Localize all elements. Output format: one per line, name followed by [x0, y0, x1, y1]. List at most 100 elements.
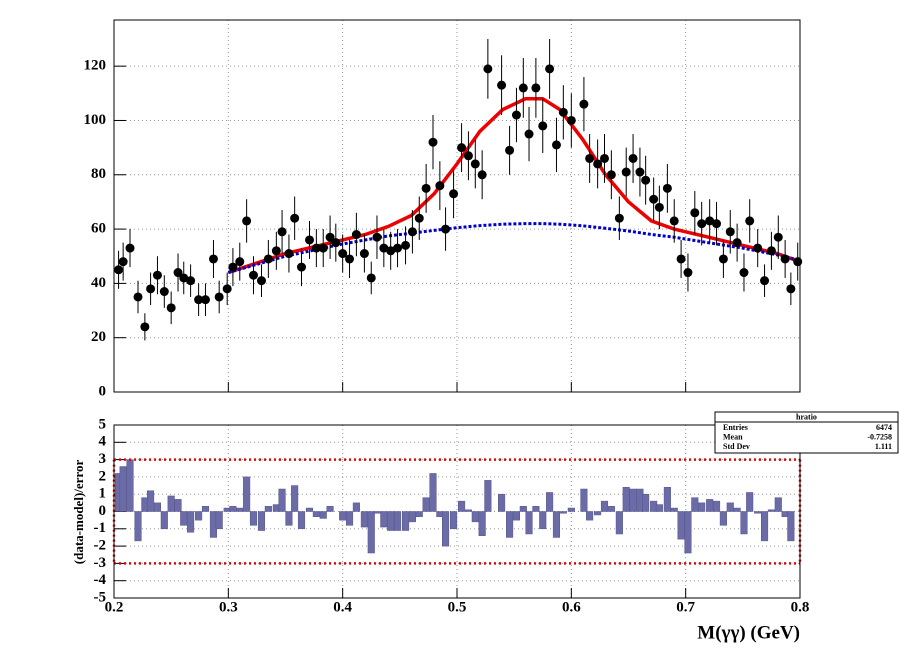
data-point [277, 227, 287, 237]
residual-bar [691, 497, 699, 512]
residual-bar [360, 511, 368, 528]
residual-bar [229, 506, 237, 512]
residual-bar [464, 509, 472, 512]
y-tick-label: 0 [99, 503, 107, 519]
data-point [414, 213, 424, 223]
data-point [676, 254, 686, 264]
data-point [325, 232, 335, 242]
data-point [593, 159, 603, 169]
data-point [705, 216, 715, 226]
data-point [428, 137, 438, 147]
data-point [773, 232, 783, 242]
residual-bar [380, 511, 388, 528]
data-point [290, 213, 300, 223]
data-point [125, 243, 135, 253]
residual-bar [559, 511, 567, 514]
residual-bar [195, 511, 203, 521]
residual-bar [532, 506, 540, 512]
data-point [477, 170, 487, 180]
residual-bar [600, 500, 609, 512]
residual-bar [126, 459, 134, 512]
data-point [786, 284, 796, 294]
data-point [538, 121, 548, 131]
residual-bar [498, 493, 506, 512]
data-point [118, 257, 128, 267]
residual-bar [580, 488, 588, 512]
x-tick-label: 0.5 [448, 599, 467, 615]
residual-bar [607, 506, 615, 512]
residual-bar [367, 511, 375, 554]
y-tick-label: 5 [99, 416, 107, 432]
residual-bar [471, 511, 479, 523]
residual-bar [519, 506, 527, 512]
residual-bar [278, 488, 286, 512]
residual-bar [402, 511, 410, 531]
x-axis-label: M(γγ) (GeV) [697, 622, 800, 643]
y-tick-label: 4 [99, 434, 107, 450]
y-tick-label: -1 [94, 520, 107, 536]
y-tick-label: 40 [91, 275, 106, 291]
residual-bar [319, 511, 327, 519]
data-point [331, 238, 341, 248]
data-point [159, 287, 169, 297]
data-point [248, 270, 258, 280]
residual-bar [373, 511, 381, 514]
residual-bar [243, 476, 251, 512]
residual-bar [458, 500, 466, 512]
data-point [297, 262, 307, 272]
residual-bar [546, 492, 554, 512]
residual-bar [352, 502, 360, 512]
residual-bar [153, 502, 161, 512]
data-point [386, 246, 396, 256]
data-point [545, 64, 555, 74]
residual-bar [442, 511, 450, 547]
residual-bar [326, 506, 334, 512]
data-point [449, 189, 459, 199]
residual-bar [539, 511, 547, 530]
residual-bar [297, 511, 306, 530]
data-point [463, 151, 473, 161]
data-point [200, 295, 210, 305]
data-point [780, 254, 790, 264]
residual-bar [525, 511, 533, 535]
data-point [271, 246, 281, 256]
residual-bar [761, 511, 769, 542]
residual-bar [339, 511, 347, 521]
data-point [214, 292, 224, 302]
residual-bar [305, 507, 314, 512]
data-point [263, 254, 273, 264]
stats-box [714, 411, 899, 454]
data-point [228, 262, 238, 272]
y-tick-label: -4 [94, 572, 107, 588]
y-axis-label: (data-model)/error [71, 460, 86, 565]
data-point [718, 254, 728, 264]
stats-label: Std Dev [723, 442, 750, 451]
residual-bar [615, 511, 623, 535]
data-point [338, 249, 348, 259]
residual-bar [733, 507, 741, 512]
data-point [435, 181, 445, 191]
data-point [470, 159, 480, 169]
data-point [222, 284, 232, 294]
data-point [235, 257, 245, 267]
data-point [766, 246, 776, 256]
y-tick-label: 1 [99, 486, 107, 502]
data-point [173, 268, 183, 278]
data-point [518, 83, 528, 93]
residual-bar [767, 509, 775, 512]
data-point [505, 145, 515, 155]
residual-bar [174, 499, 182, 512]
residual-bar [264, 506, 272, 512]
residual-bar [677, 511, 685, 540]
data-point [566, 115, 576, 125]
data-point [372, 232, 382, 242]
y-tick-label: 100 [84, 112, 107, 128]
residual-bar [706, 499, 714, 512]
residual-bar [754, 511, 762, 514]
residual-bar [236, 507, 244, 512]
data-point [606, 170, 616, 180]
data-point [421, 183, 431, 193]
data-point [511, 110, 521, 120]
residual-bar [655, 504, 663, 512]
